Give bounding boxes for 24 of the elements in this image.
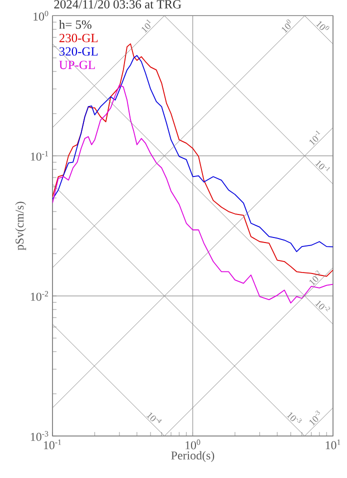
text: 10$^{-2}$: [315, 300, 330, 312]
text: 230-GL: [59, 34, 98, 42]
x-tick-label: 10$^{-1}$: [44, 440, 62, 450]
legend-title: h= 5%: [59, 20, 92, 29]
text: 10$^{0}$: [316, 21, 330, 30]
text: UP-GL: [59, 60, 95, 70]
text: 10$^{1}$: [142, 20, 151, 33]
text: 10$^{-1}$: [309, 130, 320, 146]
y-tick-label: 10$^{-3}$: [30, 431, 48, 441]
y-tick-label: 10$^{0}$: [34, 10, 48, 21]
chart-title: 2024/11/20 03:36 at TRG: [54, 0, 182, 9]
y-tick-label: 10$^{-1}$: [30, 150, 48, 161]
text: 10$^{0}$: [282, 20, 291, 33]
y-tick-label: 10$^{-2}$: [30, 291, 48, 301]
text: 10$^{-2}$: [309, 270, 320, 286]
x-tick-label: 10$^{1}$: [326, 440, 340, 450]
x-tick-label: 10$^{0}$: [186, 440, 200, 450]
text: 10$^{-3}$: [286, 412, 302, 423]
y-axis-title: pSv(cm/s): [15, 202, 26, 250]
text: 10$^{-3}$: [309, 410, 320, 426]
x-axis-title: Period(s): [171, 451, 214, 462]
text: 320-GL: [59, 47, 98, 56]
text: 10$^{-4}$: [146, 412, 162, 424]
text: 10$^{-1}$: [315, 160, 330, 172]
